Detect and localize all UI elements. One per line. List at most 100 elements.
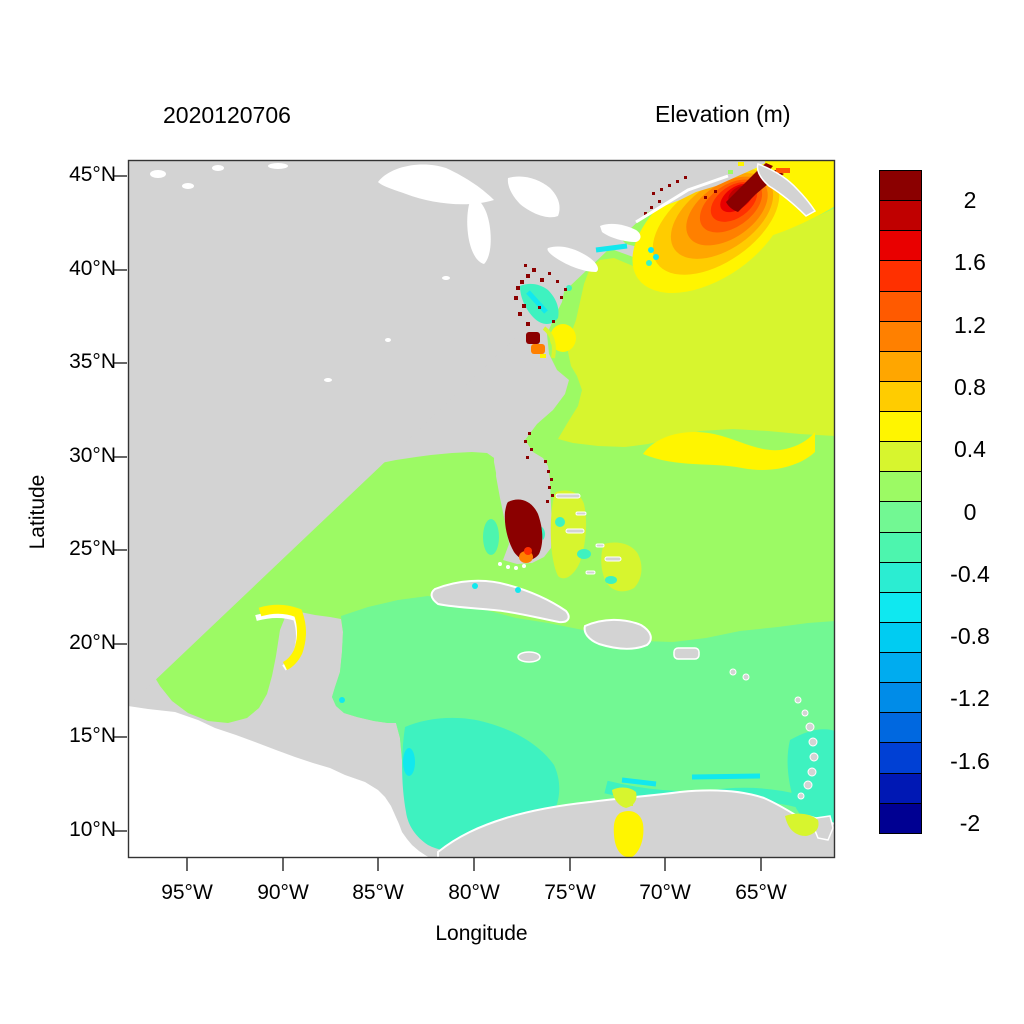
florida-keys-dots	[498, 562, 526, 570]
colorbar-cell	[879, 772, 922, 804]
pacific-outside-domain-white	[128, 706, 430, 858]
cuba-north-cyan-dot-2	[515, 587, 521, 593]
colorbar-cell	[879, 170, 922, 202]
colorbar-tick-label: -0.4	[950, 560, 990, 587]
chesapeake-speckles	[514, 264, 559, 326]
maine-coast-speckles	[644, 176, 717, 215]
y-tick-label: 35°N	[69, 350, 116, 373]
colorbar-cell	[879, 471, 922, 503]
y-tick-label: 15°N	[69, 724, 116, 747]
y-tick-label: 20°N	[69, 631, 116, 654]
pamlico-orange-blob	[531, 344, 545, 354]
colorbar-cell	[879, 320, 922, 352]
colorbar-cell	[879, 411, 922, 443]
y-tick-label: 30°N	[69, 444, 116, 467]
colorbar	[879, 170, 922, 834]
x-tick-label: 95°W	[161, 881, 213, 904]
delaware-georgia-speckles	[524, 288, 567, 459]
belize-cyan-dot	[339, 697, 345, 703]
x-tick-label: 75°W	[544, 881, 596, 904]
x-tick-label: 80°W	[448, 881, 500, 904]
great-lakes	[150, 163, 641, 382]
colorbar-cell	[879, 260, 922, 292]
lake-maracaibo-yellow	[613, 811, 644, 858]
colorbar-tick-label: -0.8	[950, 623, 990, 650]
colorbar-cell	[879, 441, 922, 473]
axis-tick-marks	[114, 175, 762, 871]
colorbar-tick-label: -1.2	[950, 685, 990, 712]
bahamas-banks	[533, 490, 642, 592]
timestamp-title: 2020120706	[163, 102, 291, 128]
lake-nicaragua-white	[353, 792, 377, 812]
x-axis-title: Longitude	[435, 922, 528, 945]
nova-scotia-land	[756, 163, 817, 217]
colorbar-tick-label: -2	[959, 809, 981, 836]
x-tick-label: 65°W	[735, 881, 787, 904]
colorbar-cell	[879, 380, 922, 412]
y-tick-label: 10°N	[69, 818, 116, 841]
y-tick-label: 40°N	[69, 257, 116, 280]
cape-cod-cyan-dots	[646, 247, 659, 266]
lesser-antilles-arc	[729, 668, 819, 800]
cuba-north-cyan-dot-1	[472, 583, 478, 589]
colorbar-tick-label: -1.6	[950, 747, 990, 774]
florida-bay-seafoam	[483, 519, 499, 555]
colorbar-cell	[879, 652, 922, 684]
cuba-island	[430, 579, 570, 624]
fundy-tip-yellow-dot	[738, 162, 744, 166]
colorbar-cell	[879, 200, 922, 232]
map-canvas	[114, 159, 836, 871]
atlantic-yellowgreen-field	[558, 208, 835, 447]
colorbar-cell	[879, 682, 922, 714]
south-florida-surge-blob	[504, 499, 543, 561]
venezuela-cyan-strip-west	[621, 777, 657, 787]
colorbar-tick-label: 0.8	[954, 373, 986, 400]
colorbar-cell	[879, 802, 922, 834]
new-england-canada-land-cover	[128, 160, 765, 858]
hispaniola-island	[583, 618, 652, 650]
colorbar-tick-label: 0	[963, 498, 977, 525]
chesapeake-cyan-strip	[526, 290, 548, 314]
florida-blob-red-tip	[524, 547, 532, 555]
puerto-rico-island	[673, 647, 700, 660]
colorbar-cell	[879, 531, 922, 563]
midocean-yellow-lobe	[643, 432, 815, 471]
plot-frame	[127, 159, 836, 859]
campeche-yellow-strip	[258, 604, 306, 671]
y-tick-label: 25°N	[69, 537, 116, 560]
st-lawrence-river	[635, 174, 729, 224]
map-plot-area	[114, 159, 836, 871]
new-jersey-teal-dot	[566, 285, 572, 291]
colorbar-tick-label: 2	[963, 187, 977, 214]
colorbar-tick-label: 0.4	[954, 436, 986, 463]
trinidad-gulf-yellowgreen-patch	[785, 813, 819, 836]
colorbar-tick-label: 1.2	[954, 311, 986, 338]
colorbar-cell	[879, 561, 922, 593]
colorbar-cell	[879, 290, 922, 322]
colorbar-tick-label: 1.6	[954, 249, 986, 276]
nicaragua-offshore-cyan-patch	[403, 748, 415, 776]
colorbar-cell	[879, 742, 922, 774]
colorbar-cell	[879, 501, 922, 533]
x-tick-label: 70°W	[639, 881, 691, 904]
colorbar-cell	[879, 712, 922, 744]
colorbar-title: Elevation (m)	[655, 101, 791, 127]
pamlico-yellow-dot	[540, 354, 546, 358]
colorbar-cell	[879, 230, 922, 262]
venezuela-cyan-strip-east	[691, 773, 761, 780]
x-tick-label: 90°W	[257, 881, 309, 904]
colorbar-cell	[879, 621, 922, 653]
x-tick-label: 85°W	[352, 881, 404, 904]
colorbar-cell	[879, 350, 922, 382]
y-tick-label: 45°N	[69, 163, 116, 186]
pamlico-maroon-blob	[526, 332, 540, 344]
florida-east-coast-speckles	[544, 460, 554, 503]
colorbar-cell	[879, 591, 922, 623]
jamaica-island	[517, 651, 541, 663]
long-island-sound-cyan	[595, 243, 628, 253]
outer-banks-fringe	[542, 326, 556, 359]
venezuela-coast-yellowgreen-spot	[612, 787, 637, 808]
hatteras-yellow-patch	[550, 324, 576, 352]
fundy-tip-orange-dash	[776, 168, 790, 173]
